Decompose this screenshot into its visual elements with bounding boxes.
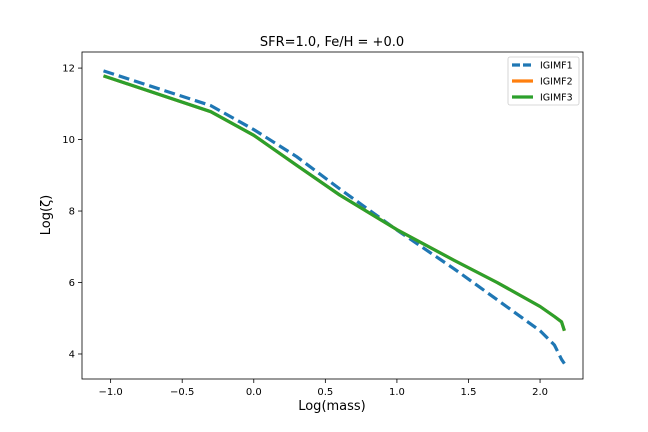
- x-tick-label: −1.0: [98, 387, 122, 398]
- legend-items: IGIMF1 IGIMF2 IGIMF3: [512, 61, 573, 104]
- chart-title: SFR=1.0, Fe/H = +0.0: [260, 35, 404, 50]
- y-tick-label: 12: [62, 64, 75, 75]
- x-tick-label: 0.5: [317, 387, 333, 398]
- y-axis-ticks: 4 6 8 10 12: [62, 64, 82, 360]
- legend-label-igimf3: IGIMF3: [540, 93, 573, 104]
- series-line-igimf1: [103, 69, 566, 365]
- legend-label-igimf1: IGIMF1: [540, 61, 573, 72]
- x-tick-label: 1.0: [389, 387, 405, 398]
- y-tick-label: 6: [69, 278, 75, 289]
- legend: IGIMF1 IGIMF2 IGIMF3: [507, 56, 580, 106]
- y-tick-label: 8: [69, 207, 75, 218]
- y-tick-label: 4: [69, 349, 75, 360]
- x-tick-label: 0.0: [246, 387, 262, 398]
- series-line-igimf3: [102, 74, 566, 332]
- series-line-igimf2: [102, 74, 566, 332]
- legend-box: [507, 56, 580, 106]
- legend-label-igimf2: IGIMF2: [540, 77, 573, 88]
- y-tick-label: 10: [62, 135, 75, 146]
- x-axis-label: Log(mass): [298, 399, 366, 414]
- x-tick-label: 1.5: [461, 387, 477, 398]
- x-tick-label: 2.0: [532, 387, 548, 398]
- y-axis-label: Log(ζ): [39, 195, 54, 235]
- x-tick-label: −0.5: [170, 387, 194, 398]
- series-layer: [102, 69, 566, 365]
- plot-frame: [81, 51, 584, 380]
- x-axis-ticks: −1.0 −0.5 0.0 0.5 1.0 1.5 2.0: [98, 379, 548, 398]
